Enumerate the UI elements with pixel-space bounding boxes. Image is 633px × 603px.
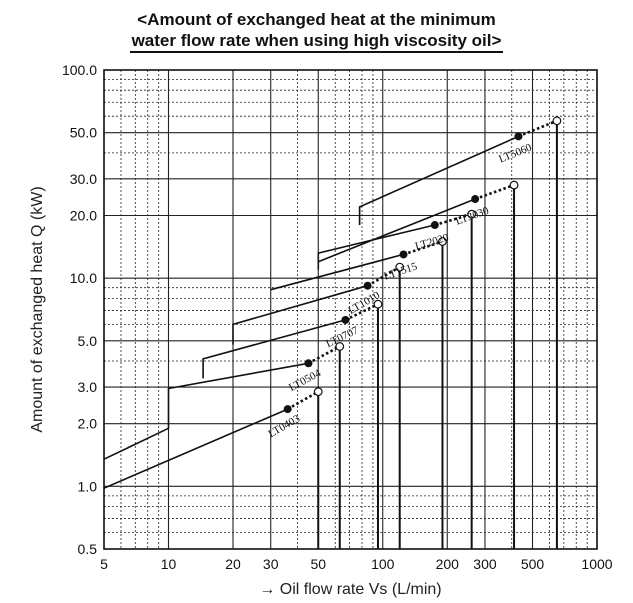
series-extension-lt1515: [403, 240, 443, 256]
series-extension-lt1010: [366, 265, 401, 287]
y-tick-label: 50.0: [70, 125, 97, 141]
series-line-lt1515: [270, 253, 404, 291]
x-tick-label: 500: [521, 556, 545, 572]
x-tick-label: 10: [161, 556, 177, 572]
chart-subtitle-text: water flow rate when using high viscosit…: [129, 31, 504, 53]
x-tick-label: 50: [310, 556, 326, 572]
x-tick-label: 100: [371, 556, 395, 572]
x-tick-label: 20: [225, 556, 241, 572]
series-filled-point: [363, 281, 372, 290]
series-line-lt0504: [103, 362, 309, 460]
y-tick-label: 100.0: [62, 62, 97, 78]
series-group: LT0403LT0504LT0707LT1010LT1515LT2020LT30…: [103, 116, 562, 549]
series-open-point: [438, 237, 447, 246]
series-filled-point: [430, 221, 439, 230]
plot-frame: [103, 69, 598, 550]
series-line-lt2020: [317, 224, 435, 270]
series-extension-lt5060: [517, 119, 558, 138]
series-extension-lt0403: [287, 390, 319, 411]
series-label: LT2020: [414, 231, 451, 252]
y-tick-label: 20.0: [70, 208, 97, 224]
series-extension-lt2020: [434, 212, 473, 227]
y-tick-label: 1.0: [78, 478, 98, 494]
x-tick-label: 30: [263, 556, 279, 572]
y-tick-label: 5.0: [78, 333, 98, 349]
series-filled-point: [283, 405, 292, 414]
series-line-lt5060: [358, 135, 519, 225]
x-axis-title: → Oil flow rate Vs (L/min): [259, 581, 441, 598]
series-filled-point: [514, 132, 523, 141]
x-tick-label: 1000: [581, 556, 612, 572]
series-extension-lt0707: [344, 303, 379, 322]
series-filled-point: [341, 315, 350, 324]
series-line-lt1010: [232, 284, 368, 345]
x-tick-label: 5: [100, 556, 108, 572]
series-open-point: [313, 387, 323, 397]
x-tick-label: 300: [473, 556, 497, 572]
series-line-lt0707: [202, 319, 346, 379]
series-line-lt0403: [103, 408, 289, 489]
y-tick-label: 0.5: [78, 541, 98, 557]
series-open-point: [552, 116, 562, 126]
tick-labels: 5 10 20 30 50 100 200 300 500 1000 0.5 1.0 2.0 3.0 5.0…: [62, 62, 613, 572]
chart-subtitle: water flow rate when using high viscosit…: [0, 31, 633, 53]
series-line-lt3030: [318, 198, 476, 263]
series-filled-point: [471, 195, 480, 204]
series-open-point: [373, 299, 383, 309]
y-tick-label: 2.0: [78, 416, 98, 432]
chart-title: <Amount of exchanged heat at the minimum: [137, 10, 496, 29]
series-extension-lt0504: [307, 345, 341, 365]
series-open-point: [509, 180, 519, 190]
series-extension-lt3030: [474, 183, 515, 201]
series-filled-point: [399, 250, 408, 259]
series-open-point: [395, 262, 405, 272]
series-open-point: [467, 209, 477, 219]
x-tick-label: 200: [436, 556, 460, 572]
y-tick-label: 30.0: [70, 171, 97, 187]
series-open-point: [335, 342, 345, 351]
series-filled-point: [304, 359, 313, 368]
y-tick-label: 3.0: [78, 379, 98, 395]
series-label: LT5060: [497, 141, 534, 165]
y-axis-title: Amount of exchanged heat Q (kW): [29, 186, 46, 432]
y-tick-label: 10.0: [70, 270, 97, 286]
